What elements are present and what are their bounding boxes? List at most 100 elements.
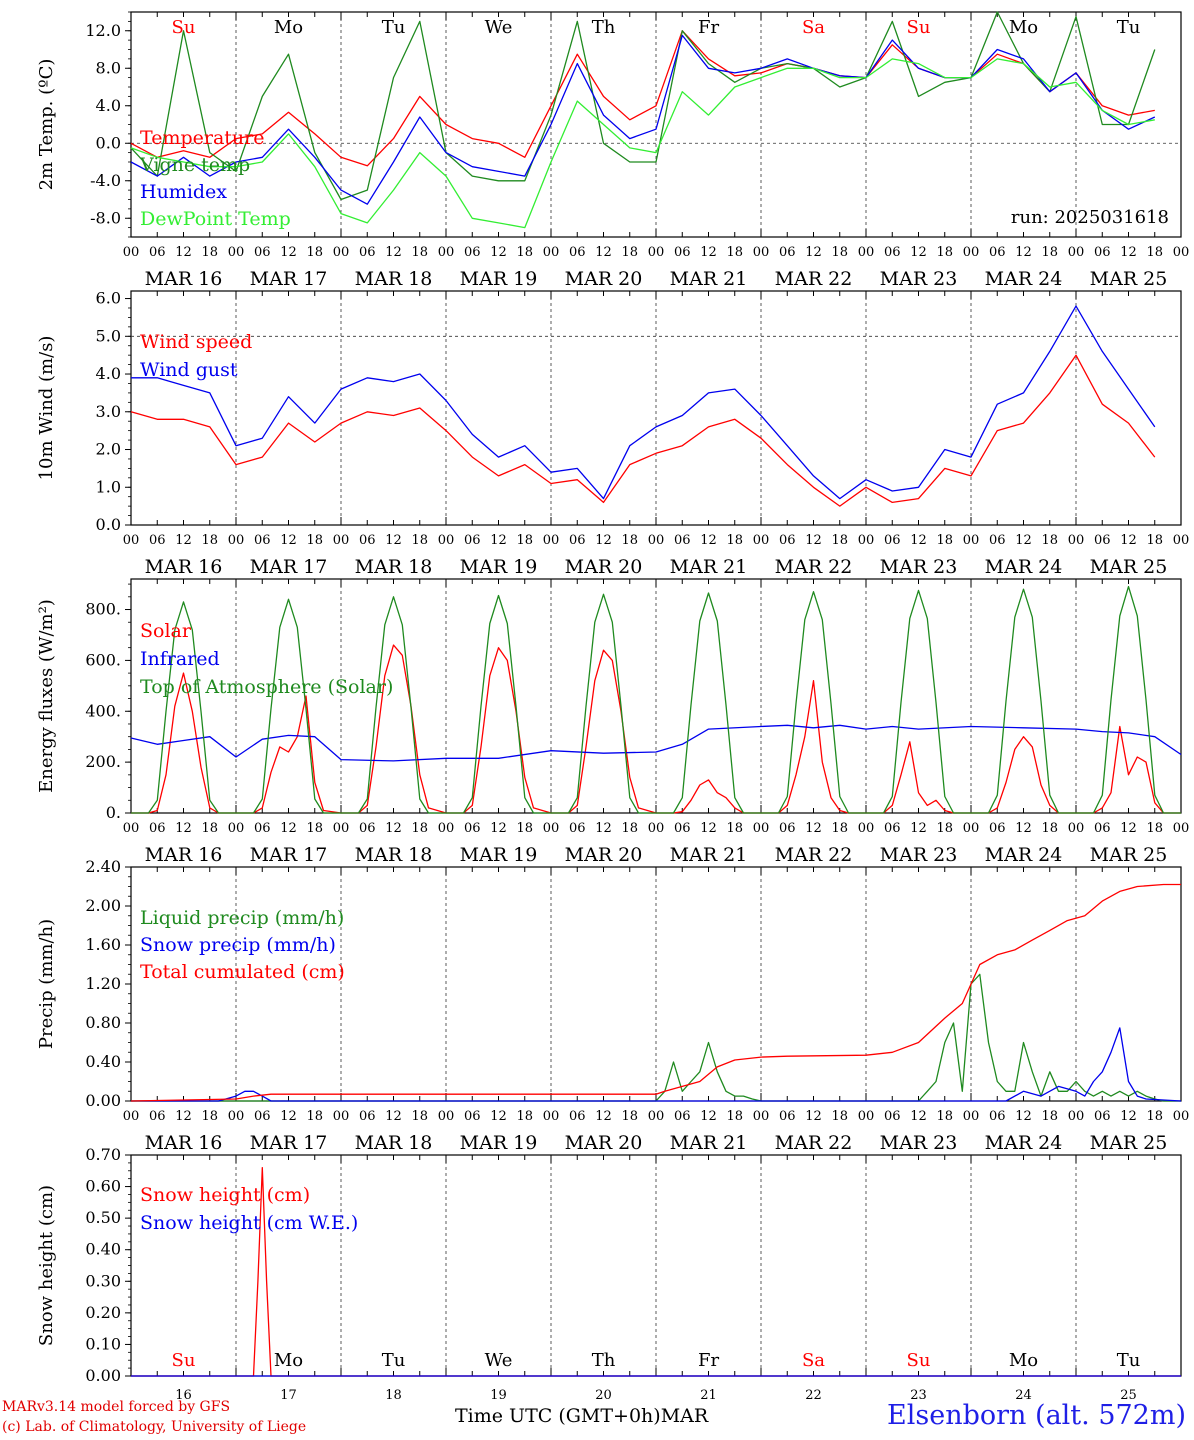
lab-credit: (c) Lab. of Climatology, University of L… xyxy=(2,1419,307,1435)
hour-tick-label: 12 xyxy=(175,821,192,836)
hour-tick-label: 18 xyxy=(1146,1109,1163,1124)
hour-tick-label: 06 xyxy=(569,245,586,260)
weekday-label: Su xyxy=(172,17,196,38)
hour-tick-label: 00 xyxy=(438,245,455,260)
hour-tick-label: 12 xyxy=(1015,245,1032,260)
date-label: MAR 20 xyxy=(565,268,643,290)
hour-tick-label: 12 xyxy=(280,821,297,836)
model-credit: MARv3.14 model forced by GFS xyxy=(2,1399,231,1415)
day-number-label: 19 xyxy=(490,1388,507,1403)
panel-4: 0.00 0.40 0.80 1.20 1.60 2.00 2.40 Precip (mm/h… xyxy=(36,857,1189,1154)
hour-tick-label: 06 xyxy=(989,1109,1006,1124)
legend-entry: Snow height (cm W.E.) xyxy=(140,1212,358,1234)
y-tick-label: 0.0 xyxy=(96,133,121,152)
series-line xyxy=(131,973,1181,1102)
y-tick-label: 400. xyxy=(85,701,121,720)
hour-tick-label: 06 xyxy=(884,533,901,548)
date-label: MAR 18 xyxy=(355,556,433,578)
hour-tick-label: 12 xyxy=(1015,533,1032,548)
hour-tick-label: 00 xyxy=(648,821,665,836)
hour-tick-label: 00 xyxy=(123,245,140,260)
weekday-label: Su xyxy=(907,17,931,38)
hour-tick-label: 06 xyxy=(464,245,481,260)
date-label: MAR 18 xyxy=(355,844,433,866)
hour-tick-label: 18 xyxy=(1041,821,1058,836)
hour-tick-label: 06 xyxy=(1094,245,1111,260)
hour-tick-label: 00 xyxy=(858,821,875,836)
date-label: MAR 24 xyxy=(985,268,1063,290)
hour-tick-label: 06 xyxy=(569,533,586,548)
hour-tick-label: 18 xyxy=(726,1109,743,1124)
panel-2: 0.0 1.0 2.0 3.0 4.0 5.0 6.0 10m Wind (m/s) 00 06 1… xyxy=(36,289,1189,578)
hour-tick-label: 18 xyxy=(306,1109,323,1124)
hour-tick-label: 12 xyxy=(175,245,192,260)
weekday-label: Mo xyxy=(274,1350,303,1371)
weekday-label: Tu xyxy=(1117,1350,1141,1371)
hour-tick-label: 06 xyxy=(254,245,271,260)
hour-tick-label: 00 xyxy=(753,1109,770,1124)
weekday-label: Mo xyxy=(274,17,303,38)
weekday-label: Fr xyxy=(698,1350,719,1371)
hour-tick-label: 12 xyxy=(1015,1109,1032,1124)
series-line xyxy=(130,30,1155,167)
hour-tick-label: 06 xyxy=(149,1109,166,1124)
y-tick-label: 6.0 xyxy=(96,289,121,308)
y-tick-label: 4.0 xyxy=(96,96,121,115)
date-label: MAR 19 xyxy=(460,268,538,290)
weekday-label: Th xyxy=(592,17,616,38)
date-label: MAR 17 xyxy=(250,1132,328,1154)
hour-tick-label: 00 xyxy=(228,1109,245,1124)
hour-tick-label: 12 xyxy=(595,821,612,836)
station-label: Elsenborn (alt. 572m) xyxy=(887,1400,1186,1431)
hour-tick-label: 00 xyxy=(963,821,980,836)
date-label: MAR 21 xyxy=(670,1132,748,1154)
hour-tick-label: 12 xyxy=(1120,245,1137,260)
hour-tick-label: 12 xyxy=(595,1109,612,1124)
hour-tick-label: 18 xyxy=(726,821,743,836)
hour-tick-label: 06 xyxy=(464,533,481,548)
hour-tick-label: 00 xyxy=(1173,245,1190,260)
date-label: MAR 19 xyxy=(460,1132,538,1154)
day-number-label: 22 xyxy=(805,1388,822,1403)
weekday-label: Th xyxy=(592,1350,616,1371)
hour-tick-label: 18 xyxy=(516,245,533,260)
weekday-label: Mo xyxy=(1009,17,1038,38)
hour-tick-label: 00 xyxy=(1068,245,1085,260)
hour-tick-label: 00 xyxy=(333,821,350,836)
hour-tick-label: 00 xyxy=(228,533,245,548)
hour-tick-label: 06 xyxy=(674,1109,691,1124)
hour-tick-label: 18 xyxy=(516,533,533,548)
y-tick-label: 0.10 xyxy=(85,1334,121,1353)
hour-tick-label: 18 xyxy=(201,1109,218,1124)
y-tick-label: 0.60 xyxy=(85,1177,121,1196)
hour-tick-label: 18 xyxy=(411,533,428,548)
hour-tick-label: 06 xyxy=(884,245,901,260)
legend-entry: Infrared xyxy=(140,648,220,670)
hour-tick-label: 12 xyxy=(490,533,507,548)
hour-tick-label: 00 xyxy=(963,533,980,548)
hour-tick-label: 00 xyxy=(228,821,245,836)
hour-tick-label: 00 xyxy=(963,1109,980,1124)
hour-tick-label: 00 xyxy=(123,821,140,836)
y-tick-label: 8.0 xyxy=(96,58,121,77)
hour-tick-label: 18 xyxy=(936,533,953,548)
hour-tick-label: 06 xyxy=(359,1109,376,1124)
hour-tick-label: 18 xyxy=(726,533,743,548)
day-number-label: 16 xyxy=(175,1388,192,1403)
hour-tick-label: 18 xyxy=(411,1109,428,1124)
hour-tick-label: 00 xyxy=(543,245,560,260)
hour-tick-label: 06 xyxy=(674,533,691,548)
hour-tick-label: 18 xyxy=(831,821,848,836)
hour-tick-label: 00 xyxy=(858,533,875,548)
hour-tick-label: 18 xyxy=(831,533,848,548)
date-label: MAR 21 xyxy=(670,844,748,866)
y-tick-label: 0. xyxy=(106,803,121,822)
hour-tick-label: 00 xyxy=(543,1109,560,1124)
hour-tick-label: 00 xyxy=(333,245,350,260)
day-number-label: 17 xyxy=(280,1388,297,1403)
y-tick-label: 0.30 xyxy=(85,1271,121,1290)
date-label: MAR 24 xyxy=(985,844,1063,866)
hour-tick-label: 18 xyxy=(1041,245,1058,260)
hour-tick-label: 00 xyxy=(858,1109,875,1124)
y-tick-label: -4.0 xyxy=(90,171,121,190)
